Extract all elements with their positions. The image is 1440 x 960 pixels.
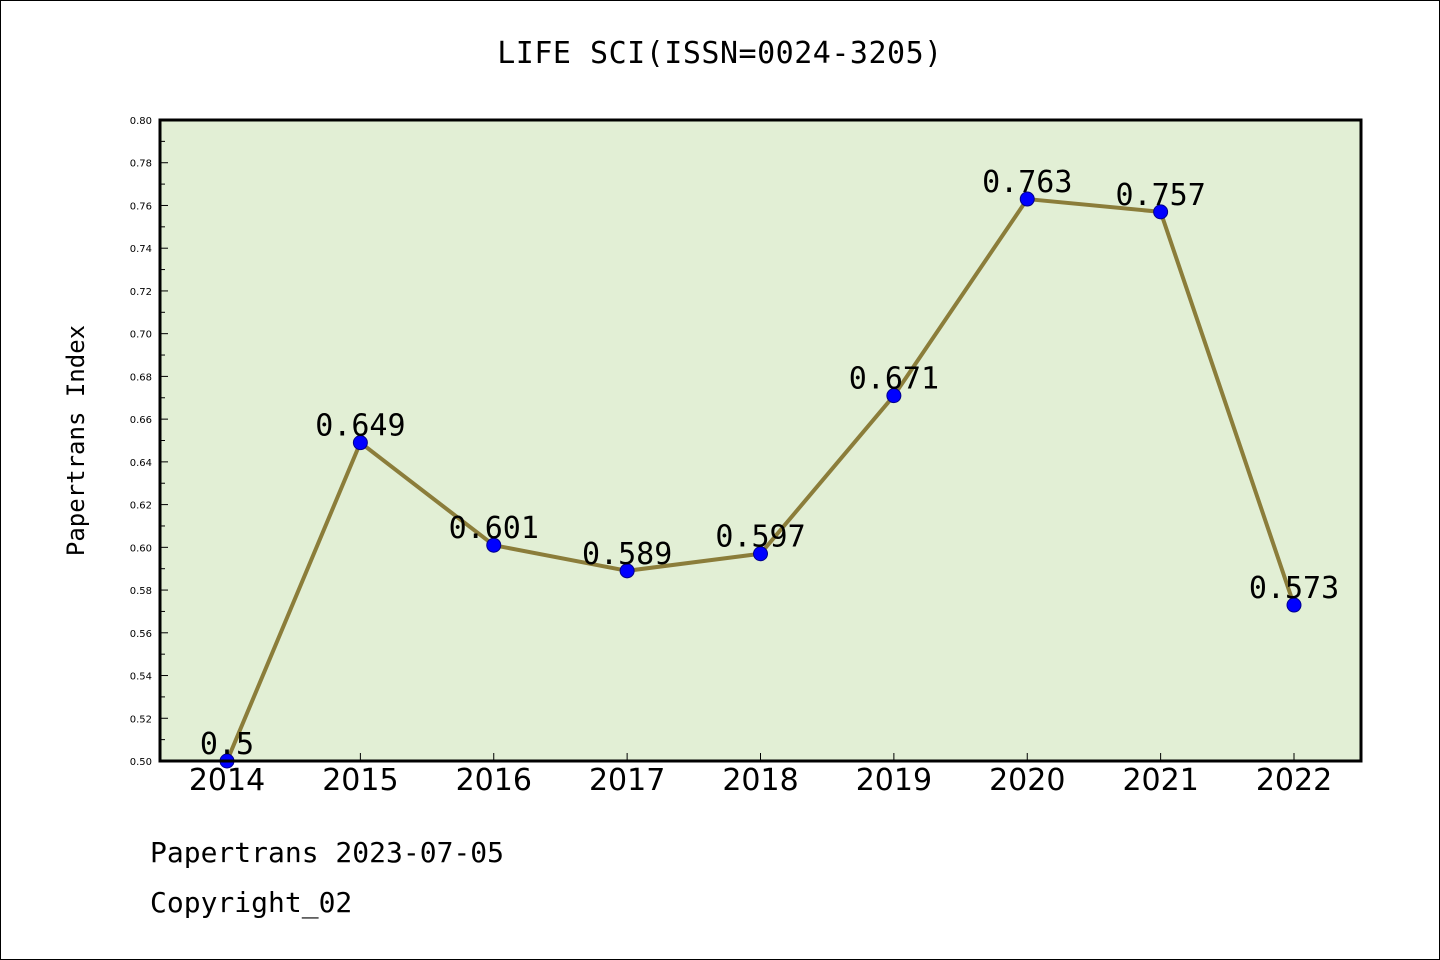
y-axis: 0.50 0.52 0.54 0.56 0.58 0.60 0.62 0.64 0.66 0.68… xyxy=(130,116,168,768)
data-point xyxy=(1019,191,1035,207)
data-label: 0.757 xyxy=(1115,178,1205,213)
y-tick-label: 0.64 xyxy=(130,458,152,469)
data-point xyxy=(753,546,768,562)
data-label: 0.763 xyxy=(982,165,1072,200)
chart-title: LIFE SCI(ISSN=0024-3205) xyxy=(497,36,943,71)
x-tick-label: 2017 xyxy=(589,763,665,798)
y-tick-label: 0.62 xyxy=(130,501,152,512)
plot-border xyxy=(158,118,1363,763)
y-tick-label: 0.54 xyxy=(130,672,152,683)
footer-date: Papertrans 2023-07-05 xyxy=(150,836,505,869)
data-label: 0.597 xyxy=(715,520,805,555)
y-tick-label: 0.76 xyxy=(130,201,152,212)
y-tick-label: 0.68 xyxy=(130,372,152,383)
data-point xyxy=(1286,597,1302,613)
x-tick-label: 2014 xyxy=(189,763,265,798)
x-tick-label: 2022 xyxy=(1256,763,1332,798)
y-tick-label: 0.58 xyxy=(130,586,152,597)
y-tick-label: 0.70 xyxy=(130,330,152,341)
data-point xyxy=(886,388,902,404)
x-tick-label: 2018 xyxy=(722,763,798,798)
data-point xyxy=(619,563,635,579)
y-tick-label: 0.80 xyxy=(130,116,152,127)
data-label: 0.589 xyxy=(582,537,672,572)
y-tick-label: 0.50 xyxy=(130,757,152,768)
x-tick-label: 2015 xyxy=(322,763,398,798)
data-label: 0.5 xyxy=(200,727,254,762)
x-tick-label: 2019 xyxy=(856,763,932,798)
y-tick-label: 0.56 xyxy=(130,629,152,640)
y-tick-label: 0.52 xyxy=(130,714,152,725)
footer-copyright: Copyright_02 xyxy=(150,886,353,919)
data-label: 0.601 xyxy=(449,511,539,546)
x-axis: 2014 2015 2016 2017 2018 2019 2020 2021 2022 xyxy=(189,753,1332,798)
x-tick-label: 2021 xyxy=(1122,763,1198,798)
data-point xyxy=(1153,204,1169,220)
y-tick-label: 0.60 xyxy=(130,543,152,554)
data-label: 0.671 xyxy=(849,362,939,397)
y-tick-label: 0.74 xyxy=(130,244,152,255)
data-point xyxy=(352,435,368,451)
series-line xyxy=(219,191,1302,769)
y-tick-label: 0.72 xyxy=(130,287,152,298)
y-axis-label: Papertrans Index xyxy=(62,325,90,556)
y-tick-label: 0.66 xyxy=(130,415,152,426)
data-point xyxy=(486,537,502,553)
y-tick-label: 0.78 xyxy=(130,159,152,170)
data-labels: 0.5 0.649 0.601 0.589 0.597 0.671 0.763 0.757 0.… xyxy=(200,165,1339,762)
x-tick-label: 2016 xyxy=(456,763,532,798)
data-label: 0.649 xyxy=(315,409,405,444)
data-label: 0.573 xyxy=(1249,571,1339,606)
x-tick-label: 2020 xyxy=(989,763,1065,798)
